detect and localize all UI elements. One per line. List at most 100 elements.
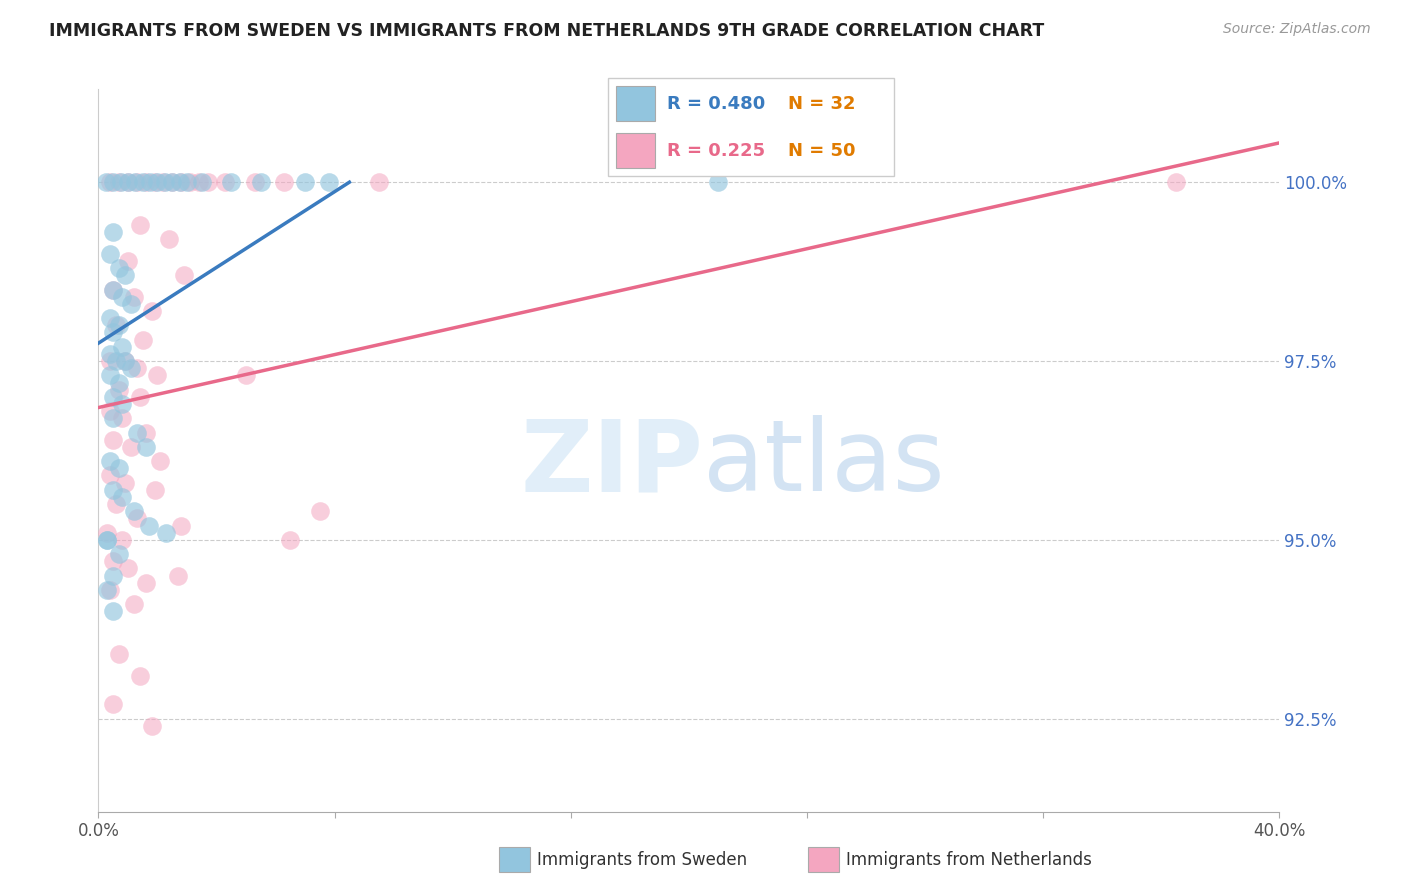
Point: [125, 175, 148, 189]
Point: [98, 347, 121, 361]
Point: [170, 518, 193, 533]
Point: [149, 454, 172, 468]
Point: [103, 483, 125, 497]
Point: [114, 475, 136, 490]
Point: [103, 568, 125, 582]
Point: [125, 511, 148, 525]
Point: [103, 390, 125, 404]
Point: [103, 604, 125, 618]
Point: [176, 175, 198, 189]
Point: [1166, 175, 1188, 189]
Point: [120, 440, 142, 454]
Point: [191, 175, 214, 189]
Point: [98, 246, 121, 260]
Point: [169, 175, 191, 189]
Point: [243, 175, 266, 189]
Bar: [616, 87, 655, 121]
Point: [108, 318, 131, 333]
Point: [108, 383, 131, 397]
Point: [111, 290, 134, 304]
Point: [117, 253, 139, 268]
Text: ZIP: ZIP: [520, 416, 703, 512]
Point: [117, 561, 139, 575]
Point: [132, 333, 155, 347]
Point: [108, 461, 131, 475]
Point: [111, 533, 134, 547]
Point: [103, 283, 125, 297]
Point: [162, 175, 183, 189]
Point: [98, 454, 121, 468]
Point: [157, 232, 180, 246]
Point: [120, 361, 142, 376]
Text: Immigrants from Sweden: Immigrants from Sweden: [537, 851, 747, 869]
Point: [111, 490, 134, 504]
Point: [103, 283, 125, 297]
Text: R = 0.480: R = 0.480: [666, 95, 765, 112]
Point: [96, 525, 118, 540]
Point: [98, 582, 121, 597]
Point: [135, 425, 157, 440]
Point: [103, 175, 125, 189]
Point: [103, 554, 125, 568]
Point: [128, 218, 150, 232]
Point: [153, 175, 176, 189]
Point: [98, 311, 121, 326]
Point: [125, 425, 148, 440]
Point: [105, 354, 128, 368]
Point: [141, 719, 163, 733]
Point: [143, 483, 166, 497]
Text: Immigrants from Netherlands: Immigrants from Netherlands: [846, 851, 1092, 869]
Point: [108, 376, 131, 390]
Point: [108, 260, 131, 275]
Point: [111, 397, 134, 411]
Point: [187, 175, 209, 189]
Point: [197, 175, 219, 189]
Point: [214, 175, 236, 189]
Point: [122, 504, 145, 518]
Point: [111, 340, 134, 354]
Point: [235, 368, 257, 383]
Point: [167, 568, 190, 582]
Point: [162, 175, 183, 189]
Point: [152, 175, 174, 189]
Point: [273, 175, 295, 189]
Point: [96, 582, 118, 597]
Point: [96, 533, 118, 547]
Point: [139, 175, 162, 189]
Point: [98, 354, 121, 368]
Point: [250, 175, 273, 189]
Point: [146, 175, 169, 189]
Point: [110, 175, 132, 189]
Point: [179, 175, 201, 189]
Point: [138, 518, 160, 533]
Point: [170, 175, 193, 189]
Point: [103, 225, 125, 239]
Point: [114, 354, 136, 368]
Point: [103, 698, 125, 712]
Point: [143, 175, 166, 189]
Point: [122, 290, 145, 304]
Point: [98, 368, 121, 383]
Point: [141, 304, 163, 318]
Text: IMMIGRANTS FROM SWEDEN VS IMMIGRANTS FROM NETHERLANDS 9TH GRADE CORRELATION CHAR: IMMIGRANTS FROM SWEDEN VS IMMIGRANTS FRO…: [49, 22, 1045, 40]
Point: [707, 175, 730, 189]
Point: [155, 525, 177, 540]
Point: [108, 547, 131, 561]
Point: [294, 175, 316, 189]
Text: N = 50: N = 50: [787, 142, 855, 160]
Point: [146, 368, 169, 383]
Point: [117, 175, 139, 189]
Bar: [616, 133, 655, 168]
Point: [125, 361, 148, 376]
Point: [135, 175, 157, 189]
Point: [221, 175, 243, 189]
Point: [173, 268, 195, 283]
Text: Source: ZipAtlas.com: Source: ZipAtlas.com: [1223, 22, 1371, 37]
Point: [368, 175, 391, 189]
Point: [105, 318, 128, 333]
Point: [108, 648, 131, 662]
Point: [135, 575, 157, 590]
Point: [103, 411, 125, 425]
Point: [124, 175, 146, 189]
Point: [135, 440, 157, 454]
